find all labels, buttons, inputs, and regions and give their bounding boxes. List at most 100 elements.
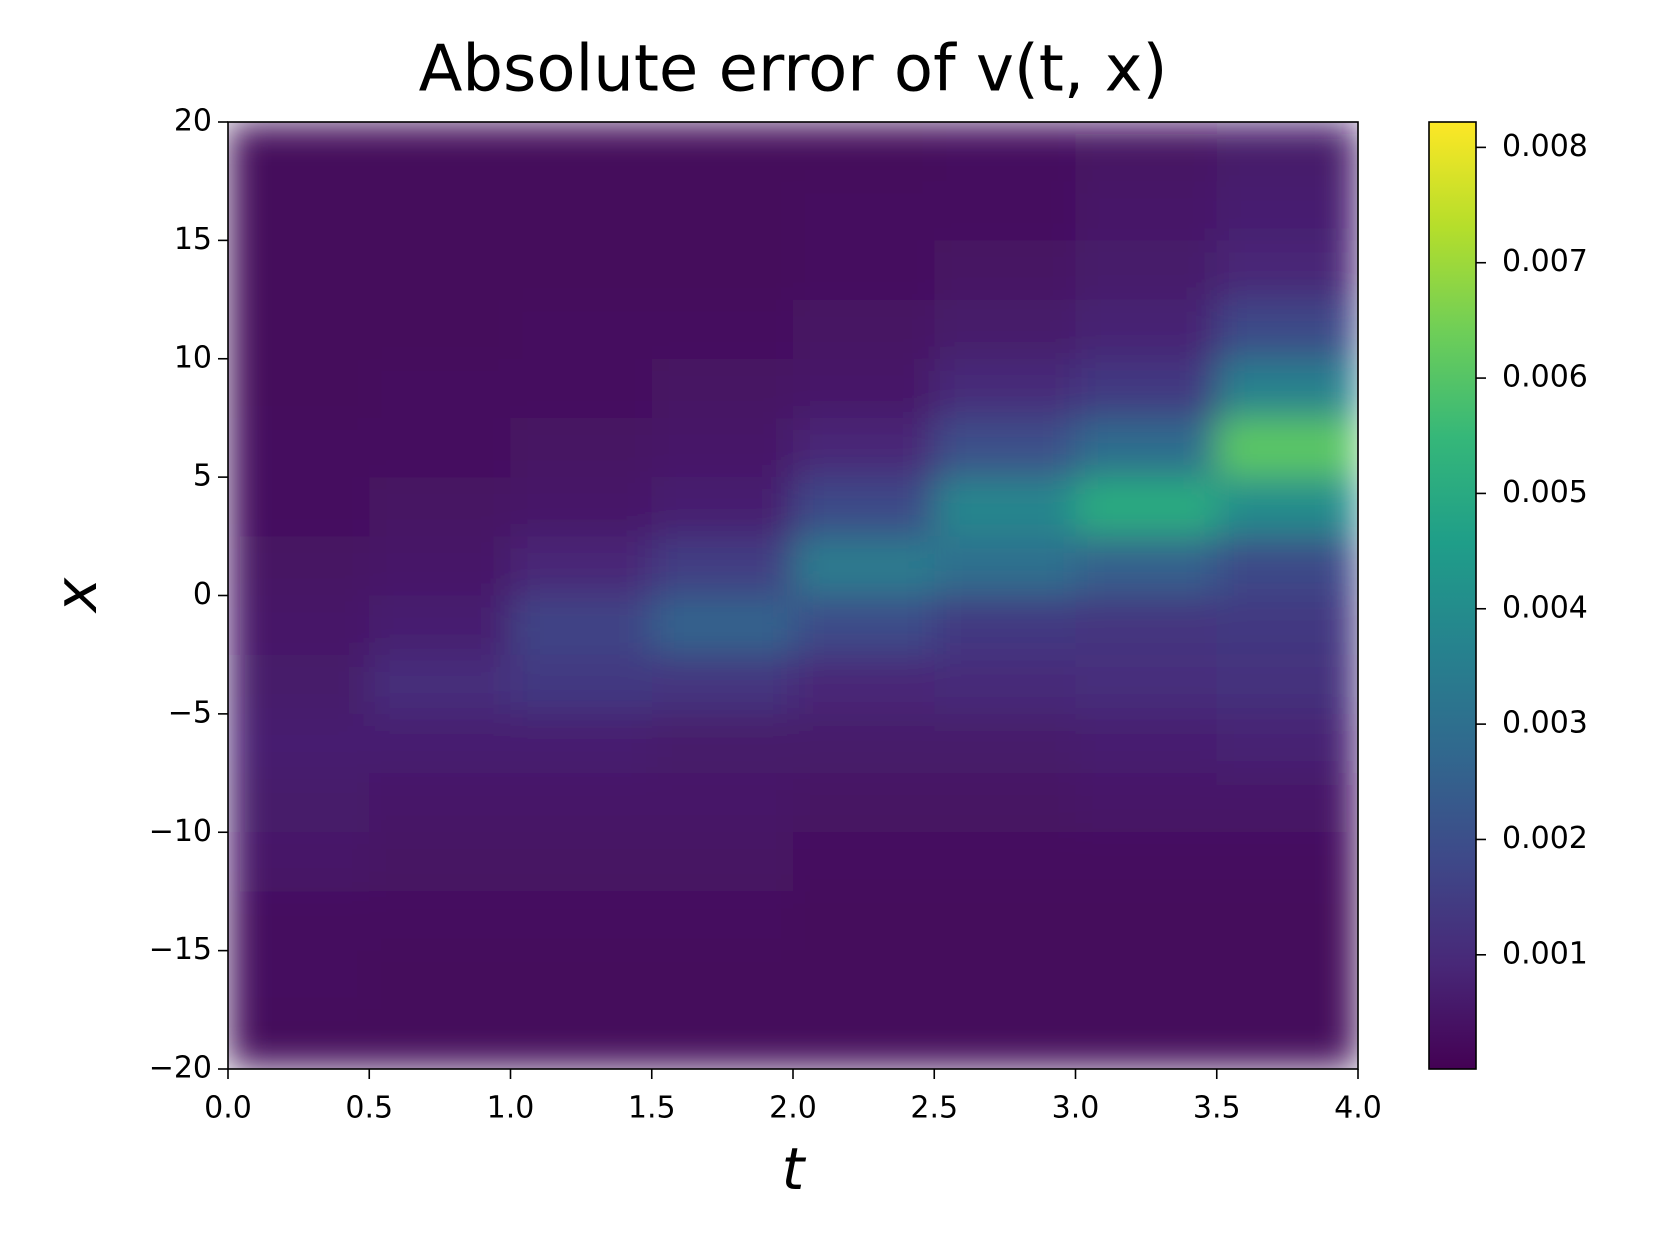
heat-cell: [793, 595, 935, 656]
colorbar-tick-label: 0.004: [1502, 590, 1588, 625]
heat-cell: [510, 950, 653, 1011]
heat-cell: [1075, 122, 1218, 182]
heat-cell: [510, 713, 653, 774]
heat-cell: [934, 477, 1076, 537]
heat-cell: [510, 595, 653, 656]
heat-cell: [369, 358, 511, 419]
heat-cell: [228, 417, 370, 478]
heat-cell: [1216, 1009, 1358, 1069]
heat-cell: [369, 477, 511, 537]
heat-cell: [510, 654, 653, 715]
heat-cell: [934, 595, 1076, 656]
heat-cell: [651, 299, 794, 360]
heat-cell: [228, 595, 370, 656]
y-tick-label: 10: [174, 340, 212, 375]
heat-cell: [369, 240, 511, 301]
y-tick-label: 20: [174, 104, 212, 139]
colorbar-tick-label: 0.001: [1502, 936, 1588, 971]
heat-cell: [651, 773, 794, 833]
heat-cell: [1216, 713, 1358, 774]
heat-cell: [934, 536, 1076, 596]
heat-cell: [651, 417, 794, 478]
heat-cell: [1075, 1009, 1218, 1069]
heat-cell: [369, 891, 511, 952]
heat-cell: [1075, 832, 1218, 892]
y-tick-label: −20: [149, 1051, 212, 1086]
heat-cell: [369, 773, 511, 833]
heat-cell: [1075, 595, 1218, 656]
heat-cell: [1216, 181, 1358, 241]
heat-cell: [651, 950, 794, 1011]
colorbar: [1429, 122, 1476, 1069]
heat-cell: [1075, 299, 1218, 360]
heat-cell: [1216, 299, 1358, 360]
heat-cell: [510, 299, 653, 360]
heat-cell: [1216, 240, 1358, 301]
heat-cell: [510, 536, 653, 596]
heat-cell: [228, 832, 370, 892]
heat-cell: [793, 713, 935, 774]
heat-cell: [228, 122, 370, 182]
heat-cell: [369, 1009, 511, 1069]
heat-cell: [651, 477, 794, 537]
heat-cell: [651, 832, 794, 892]
heat-cell: [228, 1009, 370, 1069]
heat-cell: [1216, 654, 1358, 715]
heat-cell: [934, 654, 1076, 715]
heat-cell: [510, 1009, 653, 1069]
heat-cell: [651, 654, 794, 715]
heat-cell: [369, 595, 511, 656]
heat-cell: [510, 477, 653, 537]
heat-cell: [369, 536, 511, 596]
heat-cell: [934, 713, 1076, 774]
heat-cell: [1075, 417, 1218, 478]
x-tick-label: 2.5: [910, 1091, 958, 1126]
heat-cell: [369, 299, 511, 360]
heat-cell: [934, 773, 1076, 833]
heat-cell: [934, 1009, 1076, 1069]
colorbar-tick-label: 0.007: [1502, 244, 1588, 279]
heat-cell: [1075, 713, 1218, 774]
heat-cell: [369, 950, 511, 1011]
heat-cell: [228, 477, 370, 537]
heat-cell: [1075, 477, 1218, 537]
heat-cell: [793, 477, 935, 537]
heat-cell: [369, 713, 511, 774]
heat-cell: [793, 181, 935, 241]
x-tick-label: 1.5: [628, 1091, 676, 1126]
heat-cell: [1216, 773, 1358, 833]
heat-cell: [228, 181, 370, 241]
heat-cell: [793, 299, 935, 360]
heat-cell: [793, 358, 935, 419]
heat-cell: [1216, 417, 1358, 478]
heat-cell: [1075, 358, 1218, 419]
x-axis-label: t: [782, 1135, 807, 1203]
heat-cell: [510, 122, 653, 182]
heat-cell: [793, 950, 935, 1011]
heat-cell: [1075, 181, 1218, 241]
heat-cell: [934, 891, 1076, 952]
heat-cell: [651, 122, 794, 182]
heat-cell: [228, 654, 370, 715]
heat-cell: [228, 773, 370, 833]
heat-cell: [793, 417, 935, 478]
heat-cell: [228, 713, 370, 774]
heat-cell: [793, 654, 935, 715]
heat-cell: [793, 832, 935, 892]
colorbar-tick-label: 0.006: [1502, 360, 1588, 395]
heat-cell: [369, 832, 511, 892]
heat-cell: [1075, 536, 1218, 596]
heat-cell: [510, 240, 653, 301]
x-tick-label: 2.0: [769, 1091, 817, 1126]
heat-cell: [651, 240, 794, 301]
heat-cell: [228, 299, 370, 360]
heat-cell: [369, 654, 511, 715]
heat-cell: [1075, 950, 1218, 1011]
heat-cell: [510, 417, 653, 478]
y-tick-label: 15: [174, 222, 212, 257]
colorbar-tick-label: 0.005: [1502, 475, 1588, 510]
heat-cell: [793, 773, 935, 833]
heat-cell: [1075, 773, 1218, 833]
heat-cell: [793, 240, 935, 301]
